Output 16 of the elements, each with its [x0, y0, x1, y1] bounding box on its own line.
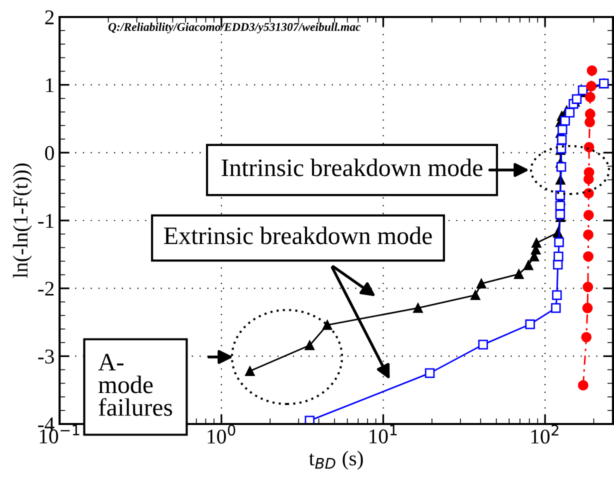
annotation: Intrinsic breakdown mode: [222, 158, 482, 176]
y-tick-label: -1: [38, 214, 54, 228]
y-tick-label: -4: [38, 418, 54, 432]
annotation: Extrinsic breakdown mode: [164, 226, 432, 244]
y-tick-label: -3: [38, 350, 54, 364]
x-tick-label: 10$^{1}$: [370, 424, 397, 444]
y-tick-label: 2: [45, 10, 54, 24]
x-axis-title: t$_{BD}$ (s): [309, 450, 363, 470]
annotation: Q:/Reliability/Giacomo/EDD3/y531307/weibull.mac: [108, 22, 361, 34]
y-tick-label: 0: [45, 146, 54, 160]
y-tick-label: -2: [38, 282, 54, 296]
y-tick-label: 1: [46, 78, 54, 92]
x-tick-label: 10$^{2}$: [531, 424, 558, 444]
x-tick-label: 10$^{0}$: [208, 424, 236, 444]
y-axis-title: ln(-ln(1-F(t))): [12, 164, 32, 278]
annotation: A-mode failures: [98, 354, 172, 416]
